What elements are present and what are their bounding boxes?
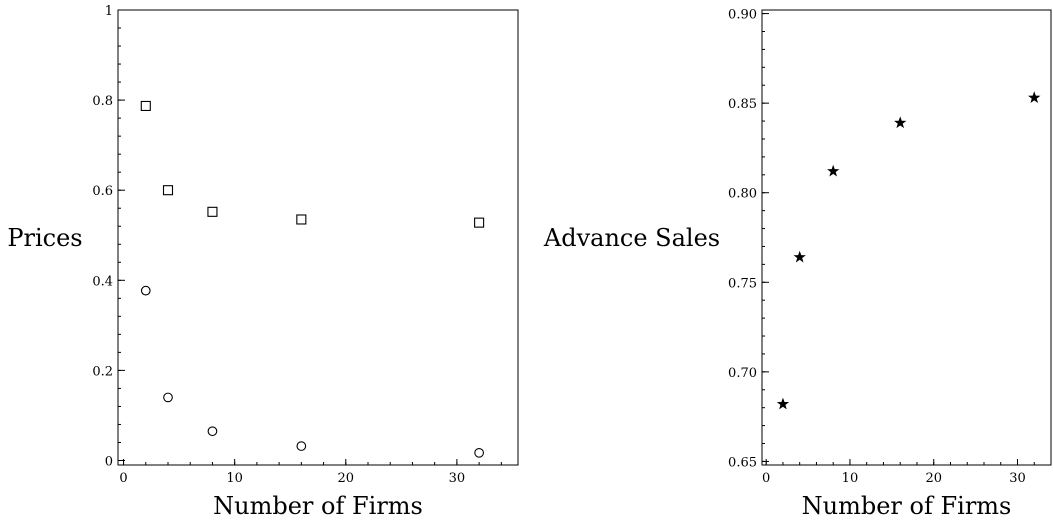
circle-marker	[140, 285, 151, 296]
y-tick-label: 0.70	[728, 366, 757, 381]
square-marker	[296, 214, 307, 225]
x-axis-title: Number of Firms	[213, 492, 423, 520]
x-tick-label: 20	[338, 471, 355, 486]
y-tick-label: 0.4	[92, 274, 113, 289]
x-tick-label: 30	[1009, 471, 1026, 486]
advance-sales-chart: 0 10 20 30 0.65 0.70 0.75 0.80 0.85 0.90 Number of…	[543, 8, 1052, 520]
square-marker	[162, 185, 174, 196]
plot-frame	[761, 9, 1052, 466]
y-tick-label: 0.90	[728, 8, 757, 23]
y-tick-label: 0.6	[92, 184, 113, 199]
x-tick-label: 0	[119, 471, 127, 486]
y-tick-label: 0.75	[728, 276, 757, 291]
star-marker	[776, 397, 790, 410]
y-tick-label: 0.85	[728, 97, 757, 112]
circle-marker	[207, 426, 218, 437]
circle-marker	[163, 392, 173, 403]
x-tick-label: 30	[449, 471, 466, 486]
plot-frame	[117, 9, 519, 466]
square-marker	[140, 100, 151, 112]
y-tick-label: 0.65	[728, 455, 757, 470]
y-tick-label: 0.80	[728, 187, 757, 202]
y-tick-label: 1	[105, 4, 113, 19]
x-tick-label: 20	[925, 471, 942, 486]
x-tick-label: 0	[762, 471, 770, 486]
x-axis-title: Number of Firms	[802, 492, 1012, 520]
star-marker	[894, 116, 907, 129]
y-axis-title: Prices	[7, 224, 82, 252]
star-marker	[793, 250, 806, 263]
y-tick-label: 0.2	[92, 364, 113, 379]
x-tick-label: 10	[842, 471, 859, 486]
y-tick-label: 0	[105, 454, 113, 469]
y-tick-label: 0.8	[92, 94, 113, 109]
square-marker	[207, 206, 218, 217]
square-marker	[474, 217, 485, 228]
x-tick-label: 10	[226, 471, 243, 486]
star-marker	[827, 164, 840, 177]
star-marker	[1028, 91, 1041, 104]
y-axis-title: Advance Sales	[543, 224, 720, 252]
prices-chart: 0 10 20 30 0 0.2 0.4 0.6 0.8 1 Number of Firms Pric…	[7, 4, 519, 520]
circle-marker	[296, 441, 307, 451]
circle-marker	[474, 447, 484, 458]
